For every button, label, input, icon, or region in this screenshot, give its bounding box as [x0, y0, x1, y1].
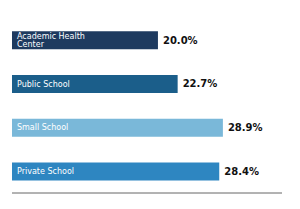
svg-text:Small School: Small School [17, 123, 68, 132]
svg-text:22.7%: 22.7% [183, 78, 218, 89]
svg-text:Private School: Private School [17, 167, 74, 176]
svg-text:28.4%: 28.4% [224, 166, 259, 177]
svg-text:Academic HealthCenter: Academic HealthCenter [17, 32, 85, 49]
svg-text:Public School: Public School [17, 80, 70, 89]
svg-text:20.0%: 20.0% [163, 35, 198, 46]
svg-text:28.9%: 28.9% [228, 122, 263, 133]
